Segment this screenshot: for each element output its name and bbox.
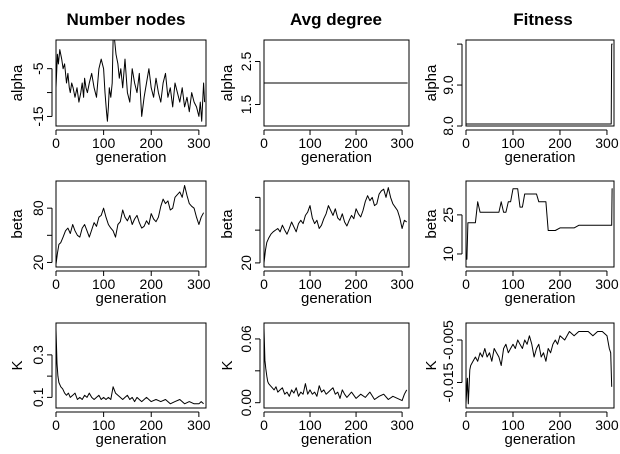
y-tick-label: 10 — [440, 246, 456, 262]
plot-frame — [465, 180, 615, 268]
x-tick-label: 200 — [548, 276, 572, 292]
x-tick-label: 0 — [462, 276, 470, 292]
x-tick-label: 300 — [595, 276, 619, 292]
x-tick-label: 0 — [462, 417, 470, 433]
x-tick-label: 0 — [52, 417, 60, 433]
x-axis-label: generation — [505, 290, 576, 307]
x-axis-label: generation — [96, 431, 167, 448]
x-tick-label: 100 — [298, 135, 322, 151]
y-tick-label: 9.0 — [440, 75, 456, 95]
x-tick-label: 200 — [548, 417, 572, 433]
x-tick-label: 300 — [595, 417, 619, 433]
series-line-number-nodes-K — [55, 329, 204, 405]
x-tick-label: 0 — [52, 276, 60, 292]
plot-frame — [55, 322, 207, 409]
y-tick-label: 2.5 — [238, 52, 254, 72]
x-tick-label: 0 — [260, 276, 268, 292]
x-tick-label: 100 — [92, 417, 116, 433]
y-tick-label: 80 — [30, 200, 46, 216]
x-tick-label: 0 — [52, 135, 60, 151]
x-tick-label: 0 — [462, 135, 470, 151]
series-line-fitness-alpha — [466, 43, 613, 125]
column-title-avg-degree: Avg degree — [290, 10, 382, 29]
panel-avg-degree-K: 0 100 200 300 generation 0.00 0.06K — [219, 322, 414, 448]
y-axis-label: K — [9, 360, 26, 370]
y-tick-label: 1.5 — [238, 95, 254, 115]
x-tick-label: 200 — [140, 276, 164, 292]
x-tick-label: 200 — [140, 135, 164, 151]
x-tick-label: 300 — [390, 417, 414, 433]
column-title-number-nodes: Number nodes — [66, 10, 185, 29]
plot-frame — [263, 322, 410, 409]
plot-frame — [55, 180, 207, 268]
series-line-fitness-K — [465, 331, 613, 405]
x-tick-label: 200 — [344, 135, 368, 151]
x-tick-label: 200 — [140, 417, 164, 433]
x-tick-label: 100 — [298, 276, 322, 292]
x-tick-label: 300 — [187, 417, 211, 433]
x-axis-label: generation — [505, 431, 576, 448]
y-axis-label: K — [423, 360, 440, 370]
x-tick-label: 0 — [260, 417, 268, 433]
x-tick-label: 100 — [92, 276, 116, 292]
plot-frame — [465, 39, 615, 127]
series-line-number-nodes-beta — [55, 185, 205, 265]
y-axis-label: alpha — [423, 64, 440, 101]
series-line-number-nodes-alpha — [55, 39, 206, 122]
x-tick-label: 200 — [548, 135, 572, 151]
column-title-fitness: Fitness — [513, 10, 573, 29]
x-axis-label: generation — [301, 431, 372, 448]
y-tick-label: -15 — [30, 106, 46, 126]
y-tick-label: 20 — [30, 254, 46, 270]
y-tick-label: 0.00 — [238, 389, 254, 416]
y-axis-label: alpha — [9, 64, 26, 101]
y-axis-label: beta — [219, 209, 236, 239]
x-axis-label: generation — [96, 149, 167, 166]
y-tick-label: -5 — [30, 62, 46, 75]
x-tick-label: 300 — [187, 135, 211, 151]
series-line-avg-degree-K — [263, 328, 408, 402]
y-tick-label: 20 — [238, 255, 254, 271]
x-tick-label: 300 — [390, 276, 414, 292]
y-axis-label: beta — [423, 209, 440, 239]
y-axis-label: K — [219, 360, 236, 370]
x-axis-label: generation — [301, 149, 372, 166]
panel-number-nodes-alpha: 0 100 200 300 generation -15 -5 alpha — [9, 39, 211, 166]
series-line-avg-degree-beta — [263, 187, 407, 263]
x-axis-label: generation — [505, 149, 576, 166]
y-axis-label: beta — [9, 209, 26, 239]
y-tick-label: 0.1 — [30, 387, 46, 407]
x-tick-label: 100 — [501, 417, 525, 433]
y-tick-label: -0.005 — [440, 320, 456, 360]
y-tick-label: 25 — [440, 207, 456, 223]
x-tick-label: 100 — [298, 417, 322, 433]
plot-frame — [263, 180, 410, 268]
x-tick-label: 100 — [92, 135, 116, 151]
y-tick-label: 0.3 — [30, 345, 46, 365]
x-tick-label: 0 — [260, 135, 268, 151]
x-tick-label: 100 — [501, 276, 525, 292]
x-tick-label: 300 — [187, 276, 211, 292]
x-axis-label: generation — [96, 290, 167, 307]
x-tick-label: 200 — [344, 417, 368, 433]
x-axis-label: generation — [301, 290, 372, 307]
y-tick-label: 8.0 — [440, 116, 456, 136]
y-tick-label: -0.015 — [440, 362, 456, 402]
x-tick-label: 300 — [595, 135, 619, 151]
panel-number-nodes-K: 0 100 200 300 generation 0.1 0.3 K — [9, 322, 211, 448]
series-line-fitness-beta — [466, 188, 613, 260]
y-tick-label: 0.06 — [238, 325, 254, 352]
x-tick-label: 300 — [390, 135, 414, 151]
plot-frame — [465, 322, 615, 409]
x-tick-label: 200 — [344, 276, 368, 292]
x-tick-label: 100 — [501, 135, 525, 151]
y-axis-label: alpha — [219, 64, 236, 101]
